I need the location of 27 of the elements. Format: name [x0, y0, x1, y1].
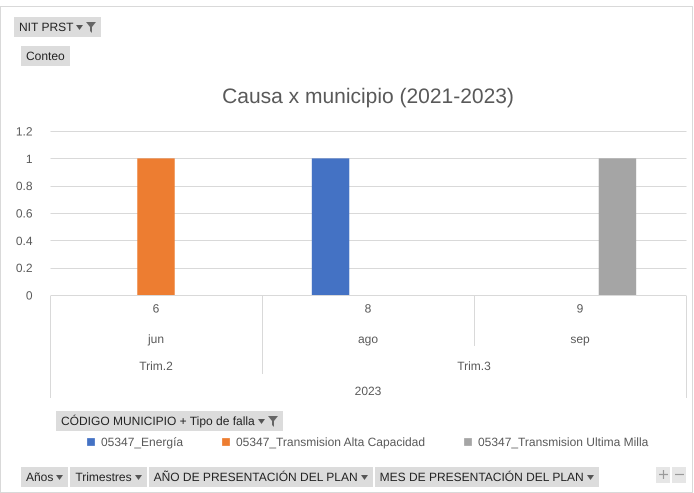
- y-tick-label: 0.6: [16, 206, 33, 220]
- legend-label: 05347_Transmision Alta Capacidad: [236, 435, 426, 449]
- y-tick-label: 1.2: [16, 124, 33, 138]
- text: Años: [21, 467, 68, 487]
- text: ago: [358, 332, 378, 346]
- chart-title: Causa x municipio (2021-2023): [222, 85, 514, 108]
- y-tick-label: 1: [26, 152, 33, 166]
- y-tick-label: 0.8: [16, 179, 33, 194]
- text: CÓDIGO MUNICIPIO + Tipo de falla: [56, 411, 283, 431]
- x-tick-label: 6: [152, 302, 160, 316]
- y-tick-label: 0.4: [16, 234, 33, 248]
- text: Conteo: [21, 46, 70, 66]
- text: Trim.2: [139, 359, 173, 373]
- text: sep: [570, 332, 590, 346]
- text: Trimestres: [70, 467, 147, 487]
- text: MES DE PRESENTACIÓN DEL PLAN: [374, 467, 599, 487]
- x-tick-label: 8: [364, 302, 372, 316]
- legend-label: 05347_Transmision Ultima Milla: [478, 435, 649, 449]
- y-tick-label: 0.2: [16, 261, 33, 276]
- text: 2023: [354, 384, 382, 398]
- x-tick-label: 9: [576, 302, 584, 316]
- text: jun: [148, 332, 164, 346]
- text: Trim.3: [457, 359, 491, 373]
- text: AÑO DE PRESENTACIÓN DEL PLAN: [148, 467, 373, 487]
- y-tick-label: 0: [26, 288, 33, 302]
- legend-label: 05347_Energía: [101, 435, 184, 449]
- text: NIT PRST: [14, 17, 102, 37]
